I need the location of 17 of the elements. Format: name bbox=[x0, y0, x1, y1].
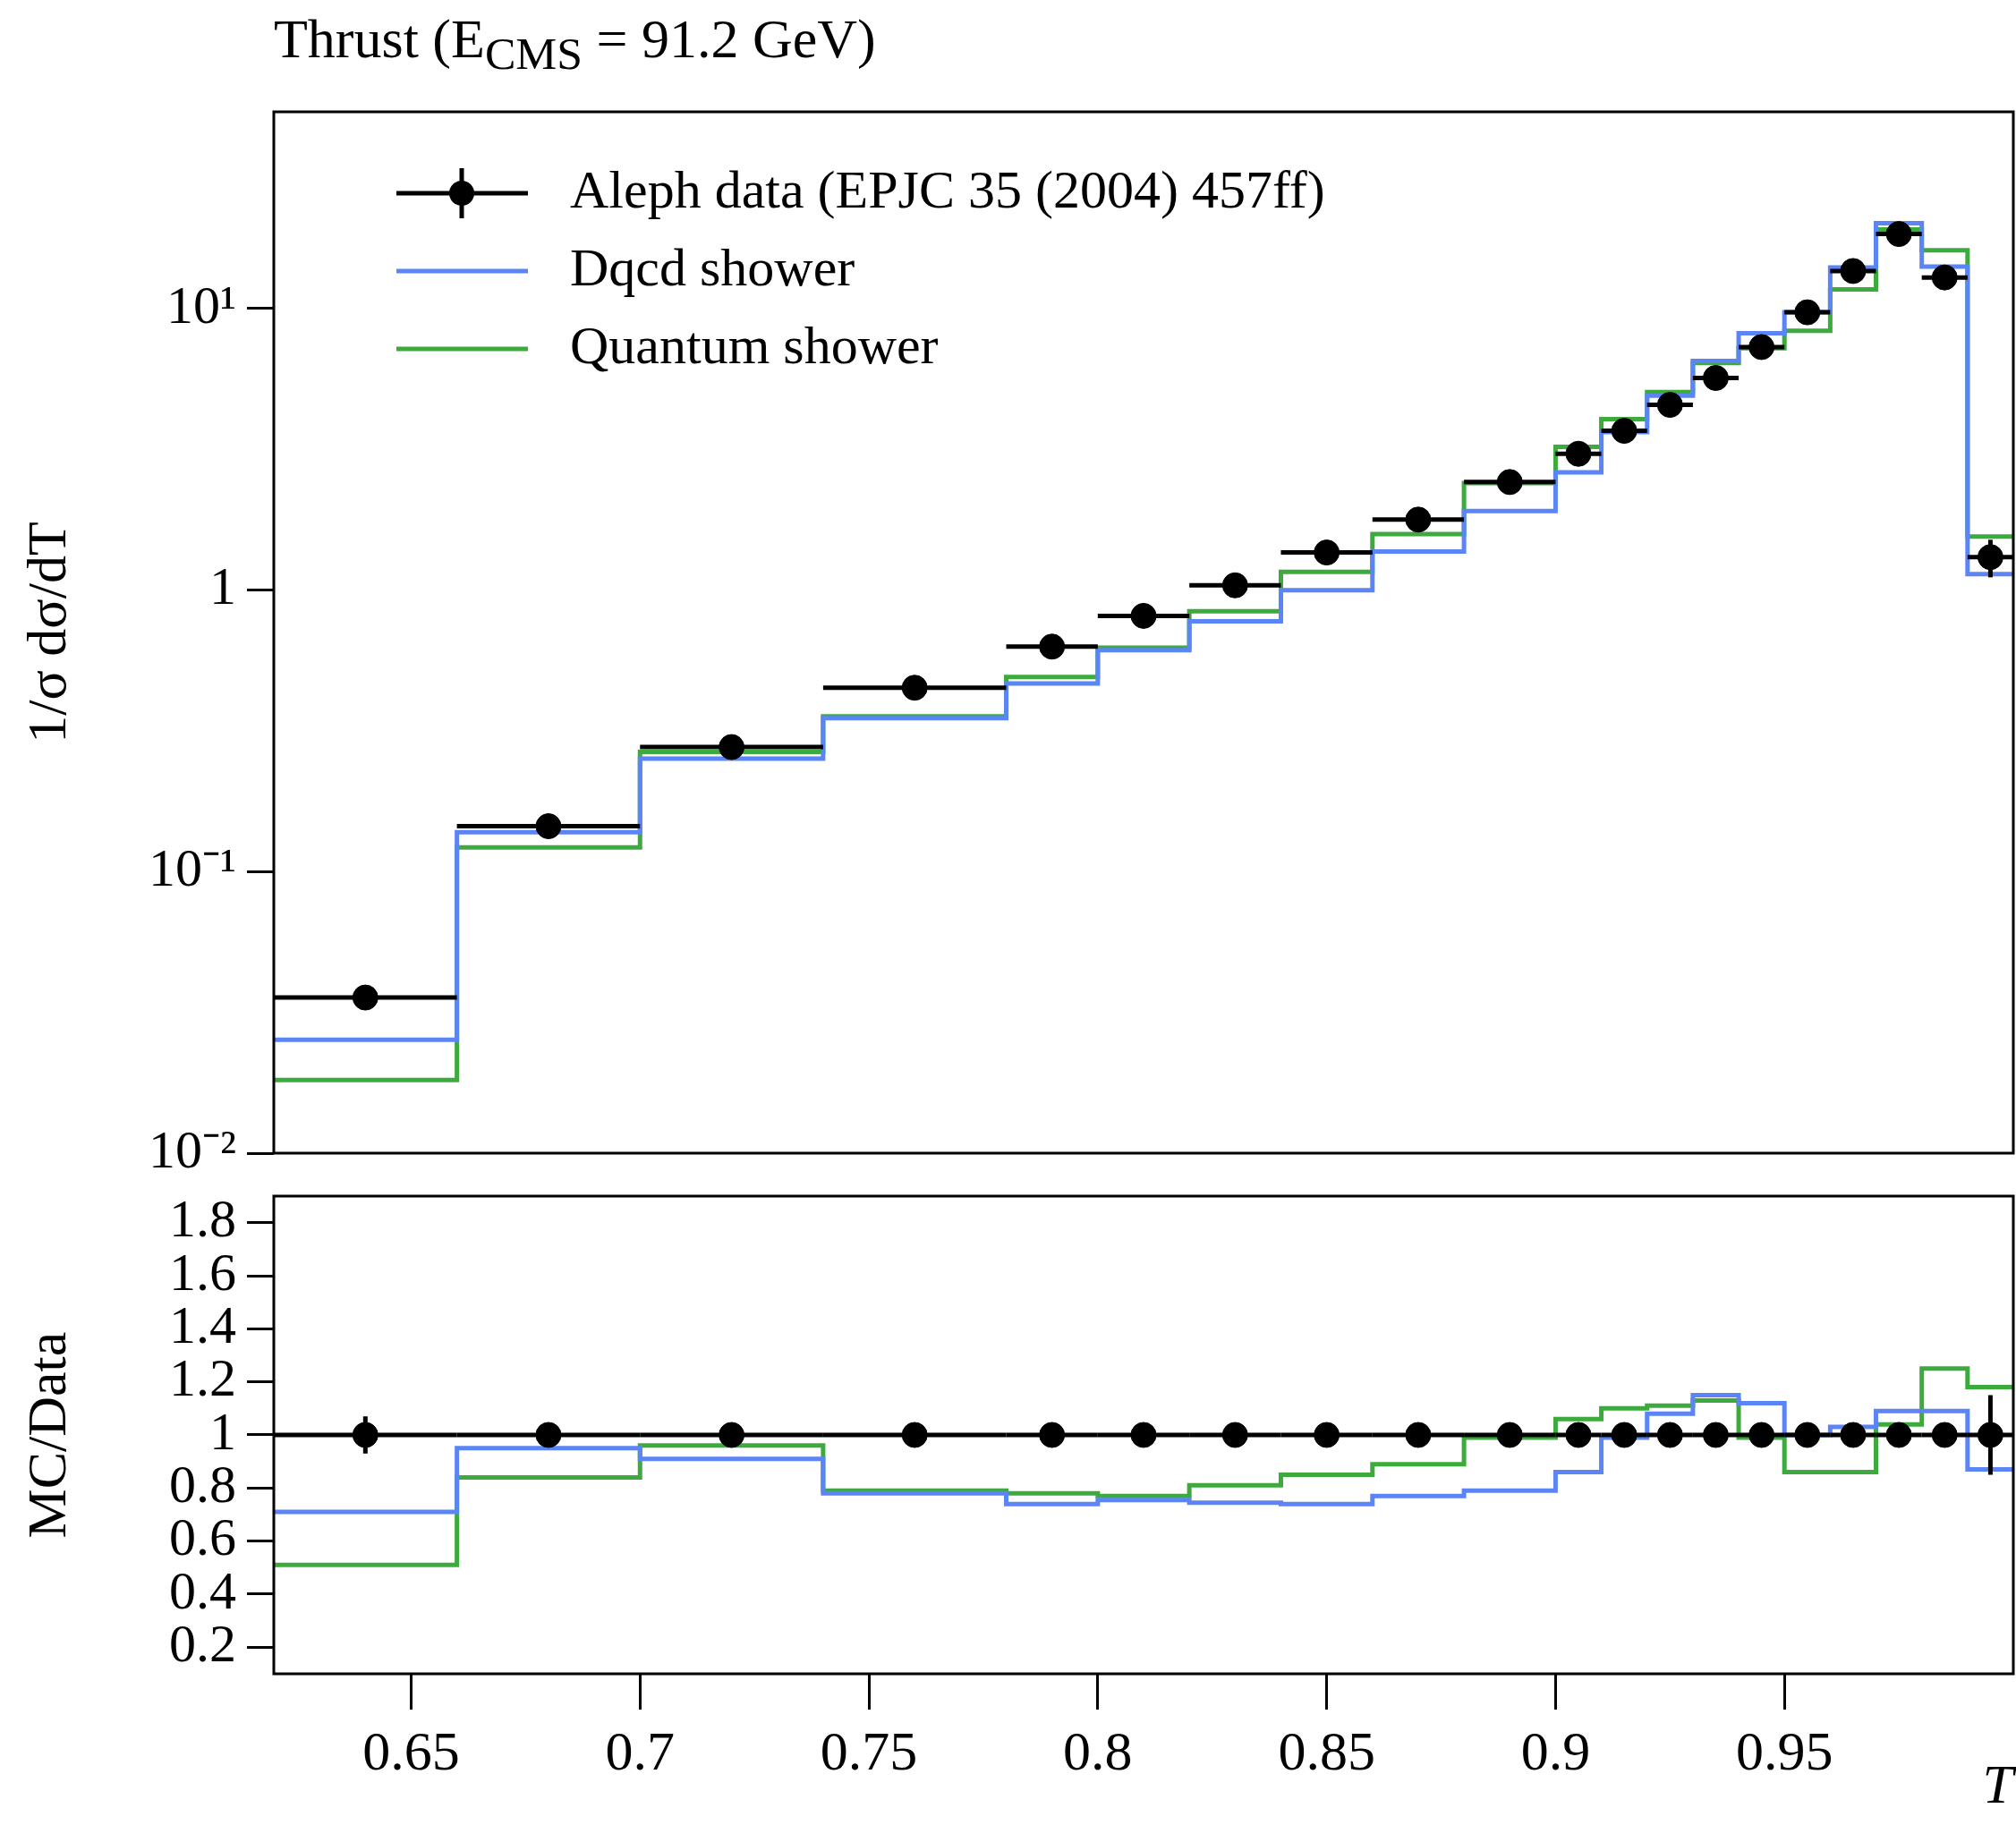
y-tick-label: 1 bbox=[209, 556, 236, 616]
legend-label: Aleph data (EPJC 35 (2004) 457ff) bbox=[570, 159, 1325, 219]
chart-title: Thrust (E$_{CMS}$ = 91.2 GeV) bbox=[274, 7, 876, 81]
y-tick-label: 10⁻¹ bbox=[149, 838, 236, 898]
x-tick-label: 0.95 bbox=[1735, 1720, 1833, 1782]
x-tick-label: 0.9 bbox=[1520, 1720, 1591, 1782]
y-tick-label: 10⁻² bbox=[149, 1119, 236, 1179]
x-tick-label: 0.65 bbox=[362, 1720, 460, 1782]
x-tick-label: 0.75 bbox=[820, 1720, 918, 1782]
x-tick-label: 0.8 bbox=[1063, 1720, 1133, 1782]
y-axis-title: 1/σ dσ/dT bbox=[16, 522, 78, 743]
x-tick-label: 0.7 bbox=[605, 1720, 676, 1782]
y-axis-title: MC/Data bbox=[16, 1331, 78, 1539]
legend-label: Dqcd shower bbox=[570, 237, 855, 297]
y-tick-label: 10¹ bbox=[166, 275, 236, 335]
x-tick-label: 0.85 bbox=[1278, 1720, 1375, 1782]
legend-label: Quantum shower bbox=[570, 315, 939, 375]
